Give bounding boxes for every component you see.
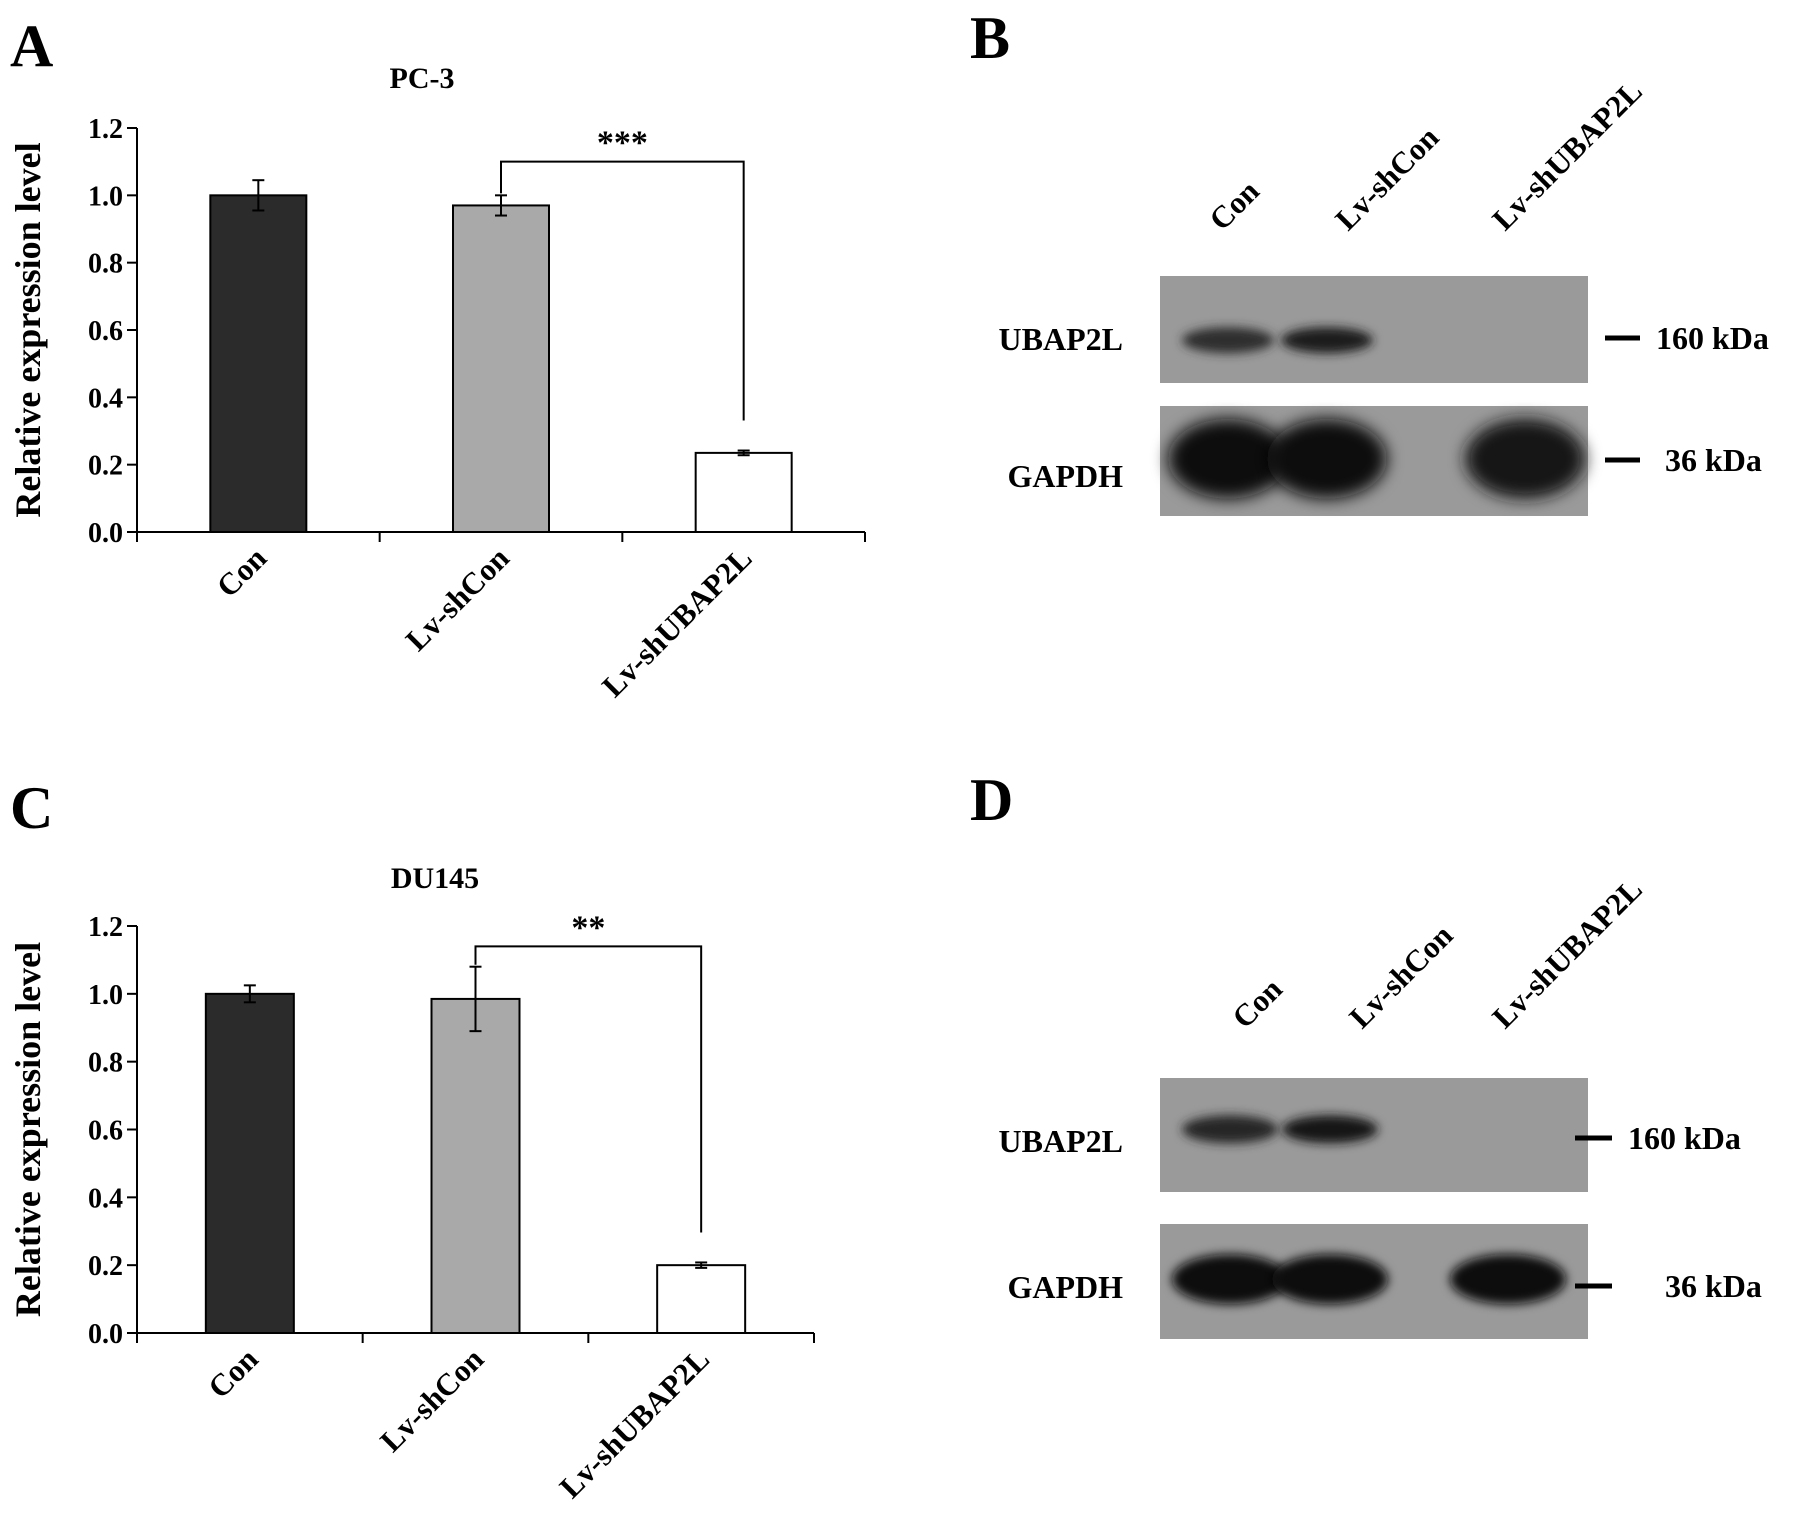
y-tick-label: 0.2 (88, 451, 123, 482)
bar (452, 204, 550, 534)
significance-label: *** (597, 125, 648, 162)
marker-label: 160 kDa (1628, 1120, 1741, 1156)
x-category-label: Lv-shCon (399, 540, 516, 657)
y-axis-label: Relative expression level (8, 942, 48, 1317)
blot-lane-label: Lv-shCon (1342, 918, 1459, 1035)
y-tick-label: 0.0 (88, 1319, 123, 1350)
y-tick-label: 1.0 (88, 980, 123, 1011)
x-category-label: Lv-shUBAP2L (553, 1341, 717, 1505)
y-tick-label: 0.4 (88, 1183, 123, 1214)
blot-band (1172, 1254, 1288, 1305)
western-blot-b: Con Lv-shCon Lv-shUBAP2L UBAP2L 160 kDa GAPDH… (999, 73, 1769, 516)
y-tick-label: 0.6 (88, 1116, 123, 1147)
marker-label: 160 kDa (1656, 320, 1769, 356)
y-tick-label: 0.2 (88, 1251, 123, 1282)
x-category-label: Con (210, 540, 274, 604)
panel-letter-c: C (10, 775, 53, 841)
y-tick-label: 0.8 (88, 1048, 123, 1079)
blot-band (1267, 418, 1387, 499)
panel-letter-b: B (970, 5, 1010, 71)
blot-lane-label: Lv-shUBAP2L (1485, 73, 1649, 237)
blot-band (1272, 1254, 1388, 1305)
y-tick-label: 0.8 (88, 249, 123, 280)
x-category-label: Con (201, 1341, 265, 1405)
y-tick-label: 1.2 (88, 912, 123, 943)
blot-lane-label: Con (1202, 173, 1266, 237)
bar (209, 194, 308, 533)
blot-band (1281, 327, 1373, 354)
bar (694, 451, 793, 533)
blot-protein-label: GAPDH (1007, 1269, 1123, 1305)
y-axis-label: Relative expression level (8, 142, 48, 517)
blot-band (1168, 418, 1288, 499)
bar (204, 992, 295, 1334)
y-tick-label: 1.0 (88, 181, 123, 212)
blot-protein-label: GAPDH (1007, 458, 1123, 494)
panel-letter-a: A (10, 13, 53, 79)
blot-lane-label: Con (1225, 971, 1289, 1035)
y-tick-label: 0.0 (88, 518, 123, 549)
marker-label: 36 kDa (1665, 442, 1762, 478)
y-tick-label: 1.2 (88, 114, 123, 145)
western-blot-d: Con Lv-shCon Lv-shUBAP2L UBAP2L 160 kDa GAPDH… (999, 871, 1762, 1339)
x-category-label: Lv-shUBAP2L (595, 540, 759, 704)
y-tick-label: 0.6 (88, 316, 123, 347)
y-tick-label: 0.4 (88, 383, 123, 414)
blot-lane-label: Lv-shCon (1328, 120, 1445, 237)
marker-label: 36 kDa (1665, 1268, 1762, 1304)
bar (656, 1264, 747, 1334)
significance-bracket (500, 160, 745, 421)
bar-chart-pc3: PC-3 Relative expression level 0.0 0.2 0.4 0.… (8, 62, 866, 704)
x-category-label: Lv-shCon (373, 1341, 490, 1458)
blot-protein-label: UBAP2L (999, 321, 1123, 357)
blot-protein-label: UBAP2L (999, 1123, 1123, 1159)
significance-bracket (474, 945, 703, 1233)
chart-title: PC-3 (390, 62, 455, 95)
bar-chart-du145: DU145 Relative expression level 0.0 0.2 0.4 0… (8, 862, 815, 1505)
blot-band (1450, 1254, 1566, 1305)
blot-band (1282, 1115, 1378, 1144)
significance-label: ** (571, 909, 605, 946)
blot-band (1182, 327, 1274, 354)
blot-lane-label: Lv-shUBAP2L (1485, 871, 1649, 1035)
blot-band (1465, 418, 1585, 499)
blot-band (1182, 1115, 1278, 1144)
panel-letter-d: D (970, 767, 1013, 833)
bar (430, 997, 521, 1334)
chart-title: DU145 (391, 862, 479, 895)
